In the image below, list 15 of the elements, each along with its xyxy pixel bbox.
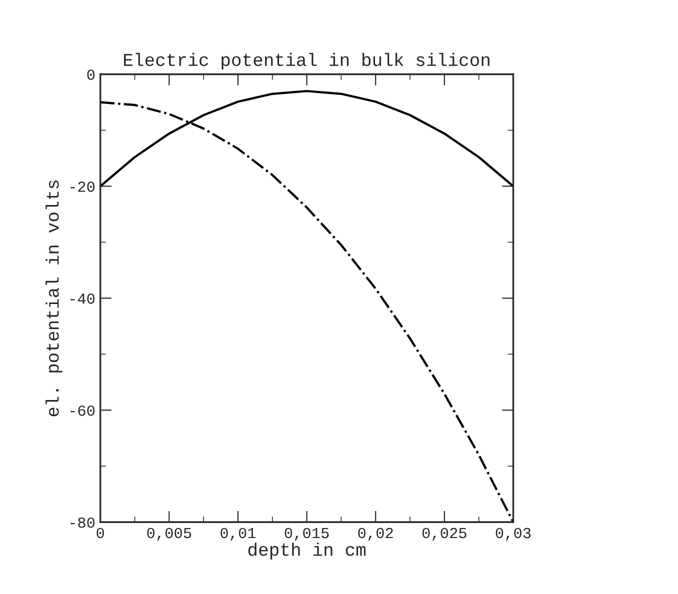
y-tick-label: -80 [70, 517, 95, 528]
y-tick-label: 0 [87, 70, 95, 80]
x-tick-label: 0,01 [220, 528, 256, 541]
y-tick-label: -60 [70, 405, 95, 416]
y-axis-title: el. potential in volts [46, 180, 62, 416]
y-tick-label: -20 [70, 182, 95, 192]
x-tick-label: 0,015 [284, 528, 329, 541]
y-tick-label: -40 [70, 294, 95, 304]
chart-title: Electric potential in bulk silicon [124, 52, 490, 70]
x-axis-title: depth in cm [248, 542, 366, 560]
x-tick-label: 0,025 [422, 528, 466, 541]
x-tick-label: 0 [96, 528, 104, 538]
x-tick-label: 0,03 [496, 528, 531, 541]
x-tick-label: 0,005 [147, 528, 192, 541]
x-tick-label: 0,02 [358, 528, 393, 541]
